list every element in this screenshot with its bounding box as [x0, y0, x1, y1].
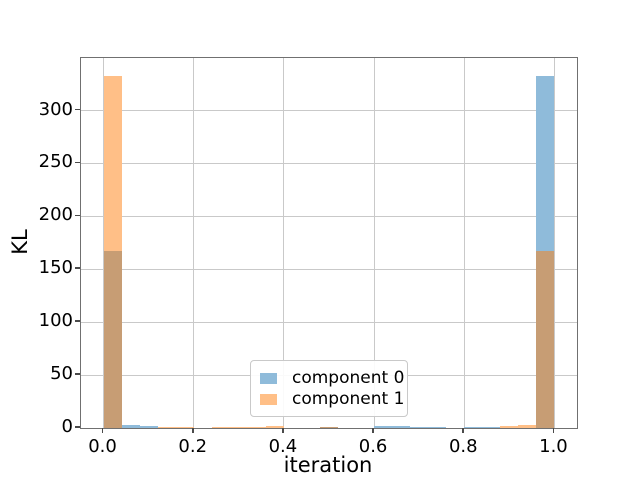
- x-tick-mark: [282, 428, 284, 433]
- y-tick-label: 100: [38, 310, 73, 332]
- grid-line-horizontal: [81, 321, 577, 323]
- y-tick-label: 250: [38, 151, 73, 173]
- x-tick-label: 0.8: [448, 436, 478, 457]
- histogram-bar-component-1: [229, 426, 248, 428]
- grid-line-vertical: [193, 58, 195, 428]
- grid-line-vertical: [373, 58, 375, 428]
- histogram-bar-component-0: [464, 426, 483, 428]
- x-tick-label: 0.2: [178, 436, 208, 457]
- grid-line-horizontal: [81, 162, 577, 164]
- legend-swatch-component-1: [260, 394, 277, 405]
- histogram-bar-overlap: [103, 251, 122, 428]
- histogram-bar-component-1: [175, 426, 194, 428]
- y-tick-mark: [75, 373, 80, 375]
- x-axis-label: iteration: [283, 453, 373, 477]
- grid-line-vertical: [463, 58, 465, 428]
- legend-swatch-component-0: [260, 373, 277, 384]
- grid-line-horizontal: [81, 110, 577, 112]
- y-tick-label: 300: [38, 98, 73, 120]
- x-tick-label: 0.6: [358, 436, 388, 457]
- y-tick-mark: [75, 108, 80, 111]
- y-tick-label: 0: [61, 416, 73, 437]
- grid-line-horizontal: [81, 268, 577, 270]
- y-tick-mark: [75, 214, 80, 217]
- x-tick-mark: [552, 428, 555, 433]
- x-tick-label: 0.0: [88, 436, 117, 457]
- x-tick-mark: [372, 428, 374, 433]
- histogram-bar-component-1: [211, 426, 230, 428]
- histogram-bar-component-0: [392, 425, 411, 428]
- y-tick-label: 200: [38, 204, 73, 226]
- histogram-bar-component-0: [410, 426, 429, 428]
- histogram-bar-component-0: [428, 426, 447, 428]
- histogram-bar-component-0: [121, 425, 140, 428]
- y-tick-mark: [75, 161, 80, 164]
- histogram-bar-component-1: [265, 425, 284, 428]
- grid-line-vertical: [283, 58, 285, 428]
- y-axis-label: KL: [8, 229, 32, 255]
- legend-label-component-0: component 0: [292, 368, 405, 388]
- y-tick-mark: [75, 426, 80, 428]
- histogram-bar-overlap: [319, 426, 338, 428]
- y-tick-label: 50: [50, 363, 73, 385]
- legend-entry-component-0: component 0: [260, 368, 404, 389]
- histogram-bar-component-1: [103, 75, 122, 252]
- y-tick-label: 150: [38, 257, 73, 279]
- histogram-bar-component-1: [500, 426, 519, 428]
- histogram-bar-component-0: [374, 425, 393, 428]
- histogram-bar-component-0: [536, 75, 555, 252]
- histogram-bar-component-1: [518, 425, 537, 428]
- histogram-bar-component-0: [139, 425, 158, 428]
- y-tick-mark: [75, 320, 80, 322]
- histogram-bar-component-1: [247, 426, 266, 428]
- x-tick-label: 1.0: [539, 436, 568, 457]
- x-tick-mark: [101, 428, 104, 433]
- grid-line-horizontal: [81, 215, 577, 217]
- x-tick-mark: [191, 428, 194, 433]
- x-tick-label: 0.4: [268, 436, 298, 457]
- histogram-bar-overlap: [536, 251, 555, 428]
- x-tick-mark: [462, 428, 465, 433]
- y-tick-mark: [75, 267, 80, 270]
- legend-label-component-1: component 1: [292, 389, 405, 409]
- histogram-bar-component-1: [157, 426, 176, 428]
- histogram-bar-component-0: [482, 426, 501, 428]
- legend: component 0 component 1: [250, 360, 408, 417]
- legend-entry-component-1: component 1: [260, 389, 404, 410]
- grid-line-vertical: [553, 58, 555, 428]
